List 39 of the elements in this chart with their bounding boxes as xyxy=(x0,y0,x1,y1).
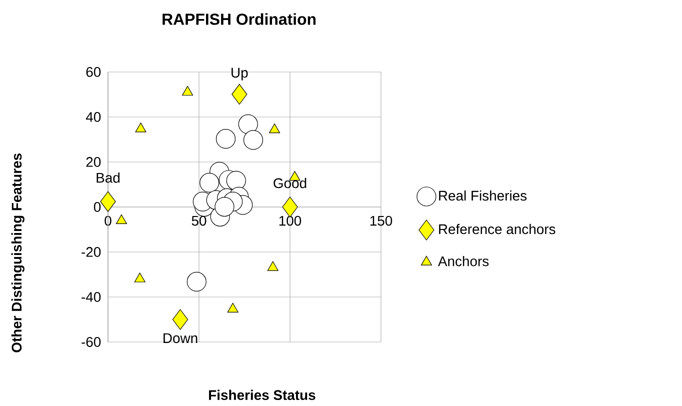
point xyxy=(172,309,188,330)
annotation: Good xyxy=(274,178,306,188)
point xyxy=(134,272,146,282)
point xyxy=(116,214,127,224)
y-axis-title: Other Distinguishing Features xyxy=(11,153,24,352)
point xyxy=(226,170,246,190)
y-tick-label: 60 xyxy=(86,67,101,77)
point xyxy=(100,191,116,212)
legend-label: Anchors xyxy=(438,256,489,266)
y-tick-label: -60 xyxy=(82,337,101,347)
y-tick-label: -40 xyxy=(82,292,101,302)
point xyxy=(214,196,234,217)
point xyxy=(227,302,238,312)
x-tick-label: 0 xyxy=(104,216,112,226)
annotation: Down xyxy=(164,333,198,344)
point xyxy=(232,84,248,105)
y-tick-label: 20 xyxy=(86,157,101,167)
point xyxy=(216,129,236,149)
point xyxy=(186,272,206,292)
point xyxy=(243,130,264,150)
point xyxy=(200,172,220,192)
point xyxy=(267,261,278,271)
annotation: Bad xyxy=(96,172,120,183)
x-tick-label: 100 xyxy=(279,216,302,226)
legend-label: Real Fisheries xyxy=(439,190,527,201)
point xyxy=(282,196,298,218)
legend-label: Reference anchors xyxy=(439,224,556,234)
x-tick-label: 150 xyxy=(370,216,392,226)
point xyxy=(238,114,258,134)
x-axis-title: Fisheries Status xyxy=(209,390,316,400)
point xyxy=(269,124,280,134)
y-tick-label: 0 xyxy=(94,202,101,212)
annotation: Up xyxy=(232,68,248,80)
chart-title: RAPFISH Ordination xyxy=(162,13,316,25)
x-tick-label: 50 xyxy=(192,216,206,226)
point xyxy=(182,86,194,96)
y-tick-label: 40 xyxy=(86,112,101,122)
y-tick-label: -20 xyxy=(82,247,101,257)
point xyxy=(135,122,146,132)
